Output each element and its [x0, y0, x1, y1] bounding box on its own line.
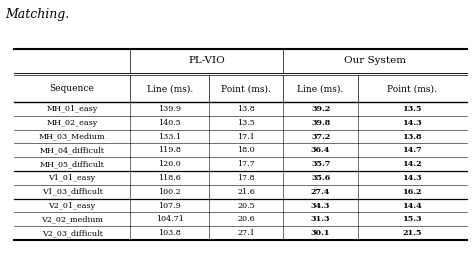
Text: 30.1: 30.1: [311, 229, 330, 237]
Text: 13.5: 13.5: [402, 105, 422, 113]
Text: V2_02_medium: V2_02_medium: [41, 215, 103, 223]
Text: 107.9: 107.9: [158, 201, 181, 210]
Text: 104.71: 104.71: [155, 215, 183, 223]
Text: MH_02_easy: MH_02_easy: [46, 119, 98, 127]
Text: Line (ms).: Line (ms).: [298, 84, 344, 93]
Text: 15.3: 15.3: [402, 215, 422, 223]
Text: 35.7: 35.7: [311, 160, 330, 168]
Text: 119.8: 119.8: [158, 146, 181, 154]
Text: MH_04_difficult: MH_04_difficult: [40, 146, 105, 154]
Text: PL-VIO: PL-VIO: [189, 56, 225, 65]
Text: 21.6: 21.6: [237, 188, 255, 196]
Text: 20.5: 20.5: [237, 201, 255, 210]
Text: 17.8: 17.8: [237, 174, 255, 182]
Text: Point (ms).: Point (ms).: [221, 84, 271, 93]
Text: 27.1: 27.1: [237, 229, 255, 237]
Text: 103.8: 103.8: [158, 229, 181, 237]
Text: 14.3: 14.3: [402, 174, 422, 182]
Text: Line (ms).: Line (ms).: [146, 84, 193, 93]
Text: 36.4: 36.4: [311, 146, 330, 154]
Text: 13.5: 13.5: [237, 119, 255, 127]
Text: MH_05_difficult: MH_05_difficult: [40, 160, 105, 168]
Text: 17.1: 17.1: [237, 133, 255, 141]
Text: 133.1: 133.1: [158, 133, 181, 141]
Text: 120.0: 120.0: [158, 160, 181, 168]
Text: 140.5: 140.5: [158, 119, 181, 127]
Text: 100.2: 100.2: [158, 188, 181, 196]
Text: V1_03_difficult: V1_03_difficult: [42, 188, 102, 196]
Text: 27.4: 27.4: [311, 188, 330, 196]
Text: Sequence: Sequence: [50, 84, 94, 93]
Text: V1_01_easy: V1_01_easy: [48, 174, 96, 182]
Text: 39.8: 39.8: [311, 119, 330, 127]
Text: Our System: Our System: [344, 56, 406, 65]
Text: 13.8: 13.8: [402, 133, 422, 141]
Text: 35.6: 35.6: [311, 174, 330, 182]
Text: 37.2: 37.2: [311, 133, 330, 141]
Text: 16.2: 16.2: [402, 188, 422, 196]
Text: 14.3: 14.3: [402, 119, 422, 127]
Text: 21.5: 21.5: [402, 229, 422, 237]
Text: 139.9: 139.9: [158, 105, 181, 113]
Text: MH_03_Medium: MH_03_Medium: [39, 133, 105, 141]
Text: 14.2: 14.2: [402, 160, 422, 168]
Text: 14.7: 14.7: [402, 146, 422, 154]
Text: V2_01_easy: V2_01_easy: [48, 201, 96, 210]
Text: Point (ms).: Point (ms).: [387, 84, 438, 93]
Text: 34.3: 34.3: [311, 201, 330, 210]
Text: 118.6: 118.6: [158, 174, 181, 182]
Text: Matching.: Matching.: [5, 8, 69, 21]
Text: 18.0: 18.0: [237, 146, 255, 154]
Text: 14.4: 14.4: [402, 201, 422, 210]
Text: V2_03_difficult: V2_03_difficult: [42, 229, 102, 237]
Text: MH_01_easy: MH_01_easy: [46, 105, 98, 113]
Text: 39.2: 39.2: [311, 105, 330, 113]
Text: 13.8: 13.8: [237, 105, 255, 113]
Text: 20.6: 20.6: [237, 215, 255, 223]
Text: 17.7: 17.7: [237, 160, 255, 168]
Text: 31.3: 31.3: [311, 215, 330, 223]
